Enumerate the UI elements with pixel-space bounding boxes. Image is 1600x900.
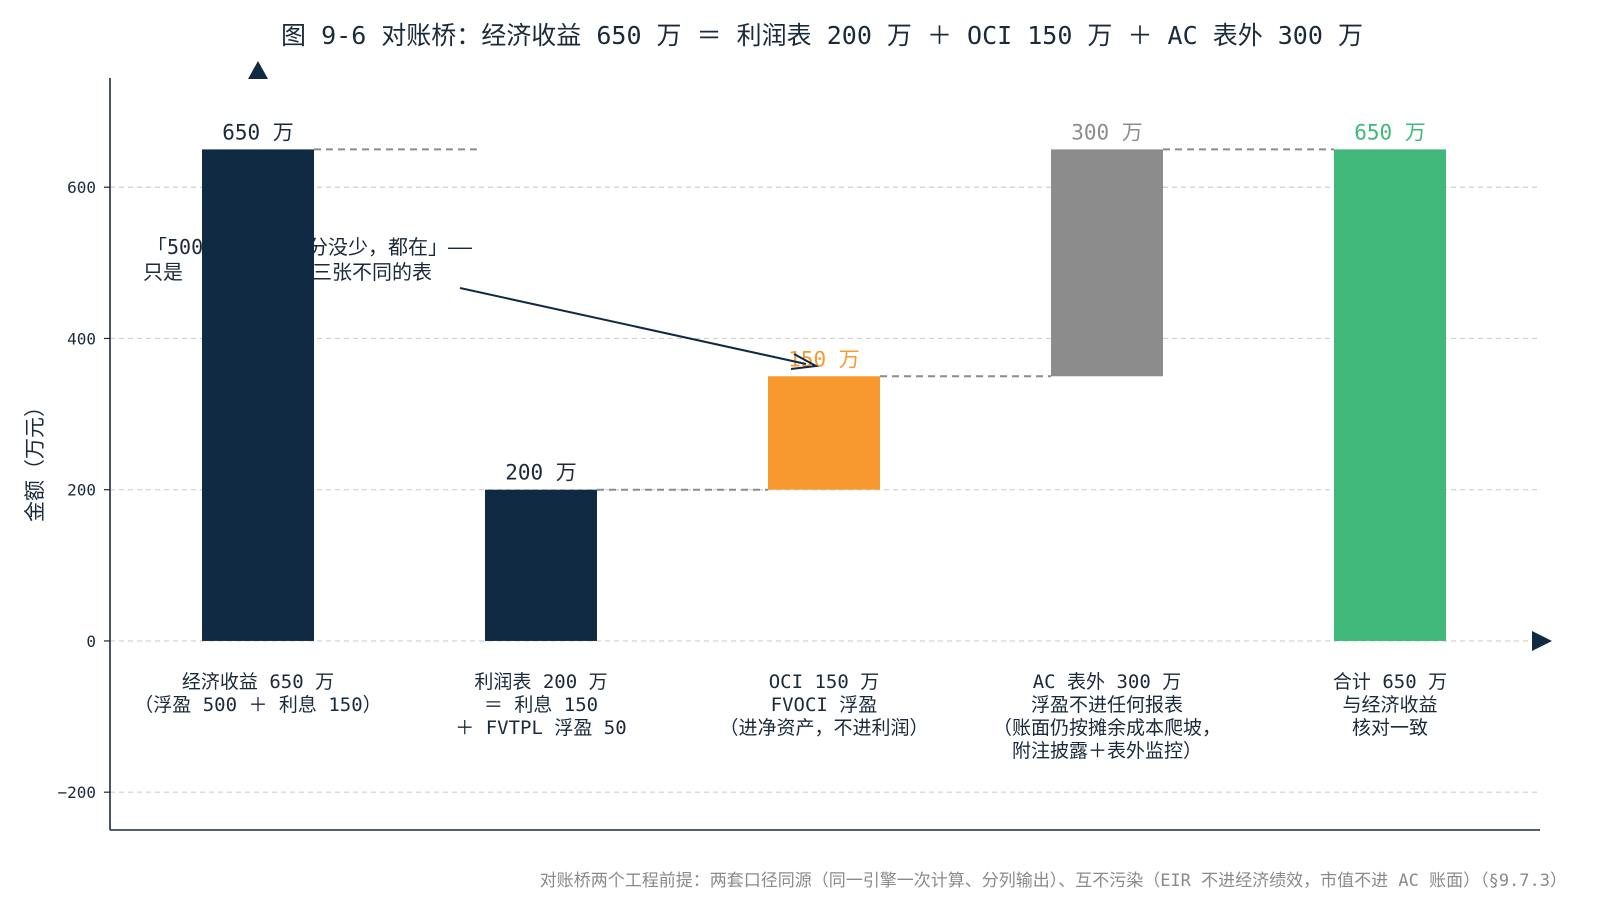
bar-4 xyxy=(1051,149,1163,377)
category-label-line: AC 表外 300 万 xyxy=(1033,671,1182,693)
annotation-line-1a: 「500 xyxy=(147,235,203,259)
annotation-line-2a: 只是 xyxy=(143,260,183,284)
bars xyxy=(202,149,1446,641)
y-axis-label: 金额（万元） xyxy=(23,396,47,522)
category-label-line: 与经济收益 xyxy=(1342,694,1437,716)
annotation: 「500 分没少，都在」—— 只是 三张不同的表 xyxy=(143,235,820,370)
y-axis-arrow xyxy=(248,61,268,79)
category-label-line: 经济收益 650 万 xyxy=(182,671,334,693)
annotation-line-2b: 三张不同的表 xyxy=(312,260,432,284)
bar-value-label: 200 万 xyxy=(505,461,577,485)
connector-lines xyxy=(314,148,1334,491)
bar-2 xyxy=(485,489,597,641)
category-label-line: （进净资产，不进利润） xyxy=(719,717,928,739)
category-label-line: ＝ 利息 150 xyxy=(484,694,598,716)
bar-value-label: 300 万 xyxy=(1071,120,1143,144)
bar-5 xyxy=(1334,149,1446,641)
chart-title: 图 9-6 对账桥：经济收益 650 万 ＝ 利润表 200 万 ＋ OCI 1… xyxy=(281,21,1363,50)
category-label-line: FVOCI 浮盈 xyxy=(771,694,878,716)
gridlines xyxy=(110,186,1540,793)
axes: −200 0 200 400 600 xyxy=(57,61,1552,831)
bar-3 xyxy=(768,376,880,490)
category-label-line: 浮盈不进任何报表 xyxy=(1031,694,1183,716)
category-label-line: OCI 150 万 xyxy=(769,671,880,693)
category-label-line: 合计 650 万 xyxy=(1333,671,1447,693)
category-label-line: （账面仍按摊余成本爬坡， xyxy=(993,717,1221,739)
footnote: 对账桥两个工程前提：两套口径同源（同一引擎一次计算、分列输出）、互不污染（EIR… xyxy=(540,871,1567,891)
category-label-line: 利润表 200 万 xyxy=(474,671,607,693)
y-tick-label: 200 xyxy=(67,481,96,500)
y-tick-label: −200 xyxy=(57,783,96,802)
annotation-line-1b: 分没少，都在」—— xyxy=(308,235,473,259)
category-label-line: 附注披露＋表外监控） xyxy=(1012,740,1202,762)
annotation-arrow-head xyxy=(790,353,820,370)
bar-value-label: 650 万 xyxy=(1354,120,1426,144)
y-tick-label: 400 xyxy=(67,329,96,348)
annotation-arrow-line xyxy=(459,287,807,365)
category-label-line: 核对一致 xyxy=(1352,717,1428,739)
y-tick-label: 600 xyxy=(67,178,96,197)
x-axis-arrow xyxy=(1532,630,1552,651)
bar-value-label: 650 万 xyxy=(222,120,294,144)
bar-1 xyxy=(202,149,314,641)
category-label-line: （浮盈 500 ＋ 利息 150） xyxy=(134,694,381,716)
y-tick-label: 0 xyxy=(86,632,96,651)
category-label-line: ＋ FVTPL 浮盈 50 xyxy=(455,717,626,739)
